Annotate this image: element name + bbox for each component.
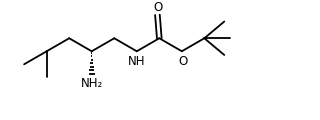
- Text: NH: NH: [128, 55, 146, 68]
- Text: O: O: [178, 55, 188, 68]
- Text: NH₂: NH₂: [81, 77, 103, 90]
- Text: O: O: [154, 1, 163, 14]
